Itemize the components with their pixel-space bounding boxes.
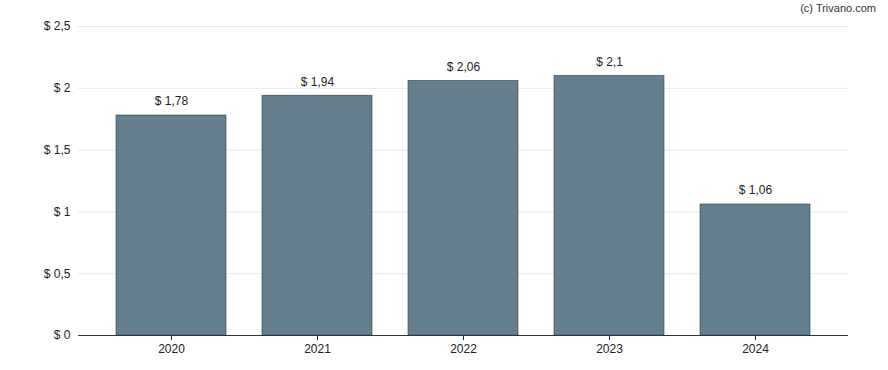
- svg-text:2020: 2020: [158, 342, 185, 356]
- svg-text:2024: 2024: [742, 342, 769, 356]
- svg-text:2021: 2021: [304, 342, 331, 356]
- svg-text:2022: 2022: [450, 342, 477, 356]
- svg-text:$ 1,94: $ 1,94: [301, 75, 335, 89]
- svg-text:$ 0,5: $ 0,5: [44, 267, 71, 281]
- svg-text:$ 2: $ 2: [54, 81, 71, 95]
- svg-text:$ 2,5: $ 2,5: [44, 19, 71, 33]
- svg-text:$ 1,5: $ 1,5: [44, 143, 71, 157]
- svg-text:$ 2,1: $ 2,1: [596, 55, 623, 69]
- svg-text:$ 1,78: $ 1,78: [155, 94, 189, 108]
- svg-text:$ 0: $ 0: [54, 328, 71, 342]
- html-text:(c) Trivano.com: (c) Trivano.com: [800, 2, 876, 14]
- svg-text:$ 1,06: $ 1,06: [739, 183, 773, 197]
- svg-text:2023: 2023: [596, 342, 623, 356]
- svg-text:$ 2,06: $ 2,06: [447, 60, 481, 74]
- svg-text:$ 1: $ 1: [54, 205, 71, 219]
